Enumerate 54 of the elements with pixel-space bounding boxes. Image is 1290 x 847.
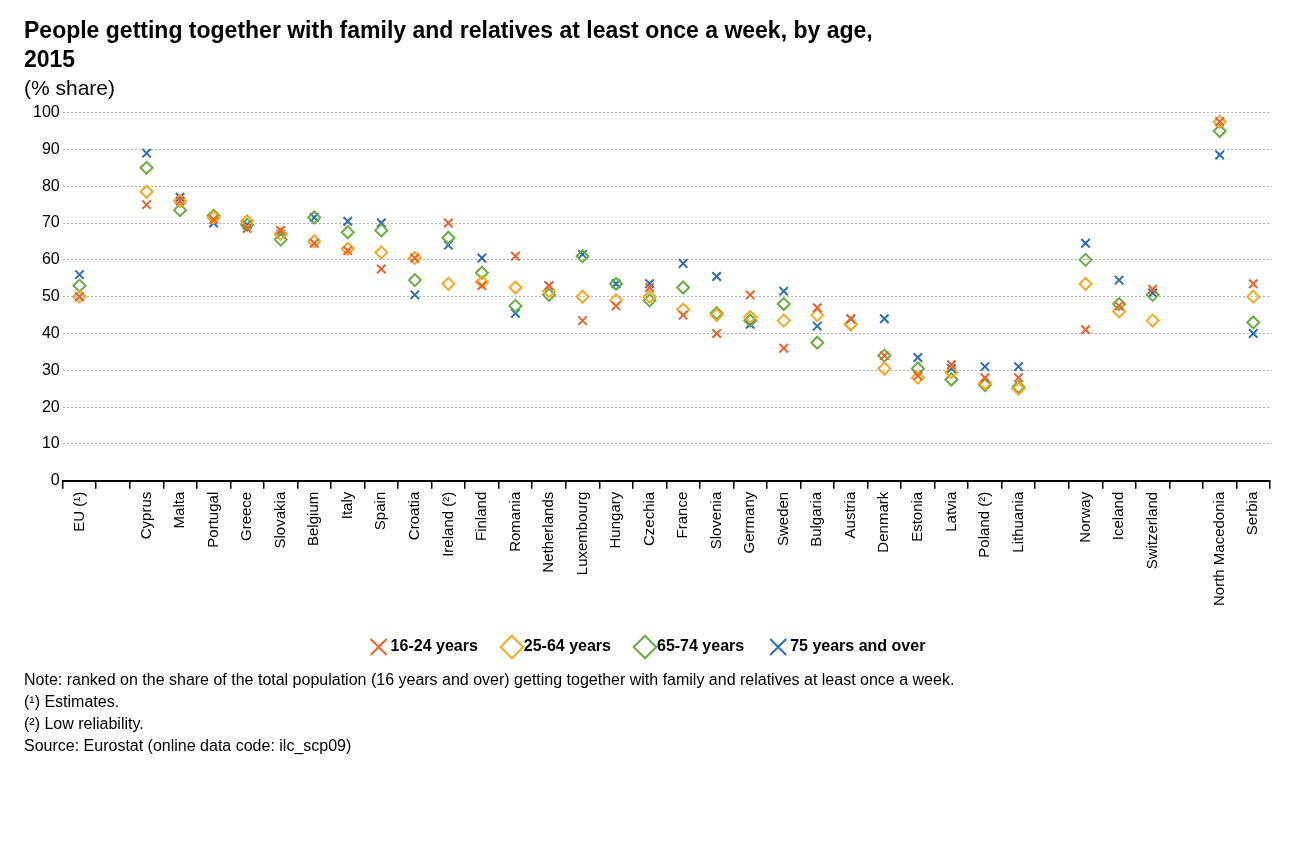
x-tick-label: Norway xyxy=(1075,491,1093,543)
chart-subtitle: (% share) xyxy=(24,76,117,100)
source-note: Source: Eurostat (online data code: ilc_scp09) xyxy=(24,736,353,756)
x-tick-label: Iceland xyxy=(1109,491,1127,541)
x-tick-label: Cyprus xyxy=(136,491,154,540)
y-tick-label: 30 xyxy=(41,360,60,378)
x-tick-label: Belgium xyxy=(304,491,322,546)
x-tick-label: Hungary xyxy=(606,491,624,549)
x-tick-label: Switzerland xyxy=(1142,491,1160,570)
x-tick-label: Ireland (²) xyxy=(438,491,456,557)
y-tick-label: 100 xyxy=(32,103,60,121)
x-tick-label: Estonia xyxy=(908,491,926,542)
x-tick-label: Bulgaria xyxy=(807,491,825,547)
x-tick-label: Sweden xyxy=(773,491,791,546)
x-tick-label: Germany xyxy=(740,491,758,554)
y-tick-label: 10 xyxy=(41,434,60,452)
y-tick-label: 50 xyxy=(41,287,60,305)
y-tick-label: 70 xyxy=(41,213,60,231)
x-tick-label: Lithuania xyxy=(1008,491,1026,553)
x-tick-label: France xyxy=(673,491,691,539)
x-tick-label: Italy xyxy=(337,491,355,520)
x-tick-label: Netherlands xyxy=(539,491,557,573)
x-tick-label: Slovakia xyxy=(270,491,288,549)
x-tick-label: Serbia xyxy=(1243,491,1261,536)
x-tick-label: North Macedonia xyxy=(1209,491,1227,607)
x-tick-label: Austria xyxy=(840,491,858,539)
x-tick-label: EU (¹) xyxy=(69,491,87,532)
text: (¹) Estimates. xyxy=(24,692,121,712)
x-tick-label: Greece xyxy=(237,491,255,541)
x-tick-label: Malta xyxy=(170,491,188,529)
x-tick-label: Czechia xyxy=(639,491,657,546)
legend-label: 65-74 years xyxy=(657,637,745,655)
legend-label: 75 years and over xyxy=(790,637,926,655)
chart-title: People getting together with family and relatives at least once a week, by age, 2015 xyxy=(24,16,874,74)
x-tick-label: Spain xyxy=(371,491,389,531)
legend-label: 16-24 years xyxy=(390,637,478,655)
x-tick-label: Finland xyxy=(472,491,490,541)
y-tick-label: 80 xyxy=(41,176,60,194)
x-tick-label: Latvia xyxy=(941,491,959,532)
x-tick-label: Croatia xyxy=(404,491,422,541)
x-tick-label: Poland (²) xyxy=(975,491,993,558)
y-tick-label: 0 xyxy=(50,471,60,489)
text: (²) Low reliability. xyxy=(24,714,145,734)
y-tick-label: 90 xyxy=(41,139,60,157)
y-tick-label: 60 xyxy=(41,250,60,268)
x-tick-label: Denmark xyxy=(874,491,892,553)
x-tick-label: Portugal xyxy=(203,491,221,548)
x-tick-label: Slovenia xyxy=(706,491,724,550)
legend-label: 25-64 years xyxy=(523,637,612,655)
x-tick-label: Luxembourg xyxy=(572,491,590,576)
x-tick-label: Romania xyxy=(505,491,523,552)
y-tick-label: 40 xyxy=(41,323,60,341)
y-tick-label: 20 xyxy=(41,397,60,415)
text: Note: ranked on the share of the total population (16 years and over) getting together with family and relatives at least once a week. xyxy=(24,670,956,690)
